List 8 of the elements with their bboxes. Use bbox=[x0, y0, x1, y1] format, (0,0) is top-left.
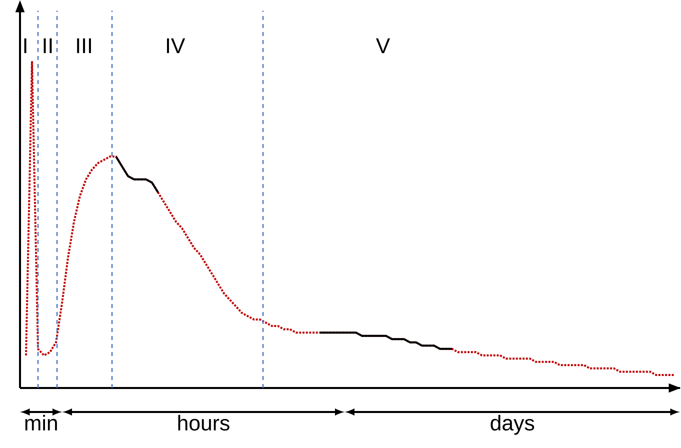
text: days bbox=[490, 414, 534, 435]
text: II bbox=[44, 38, 52, 54]
text: III bbox=[77, 38, 91, 54]
text: min bbox=[25, 414, 57, 430]
text: IV bbox=[166, 38, 186, 54]
text: I bbox=[24, 38, 26, 54]
text: V bbox=[376, 38, 390, 54]
text: hours bbox=[178, 414, 230, 431]
